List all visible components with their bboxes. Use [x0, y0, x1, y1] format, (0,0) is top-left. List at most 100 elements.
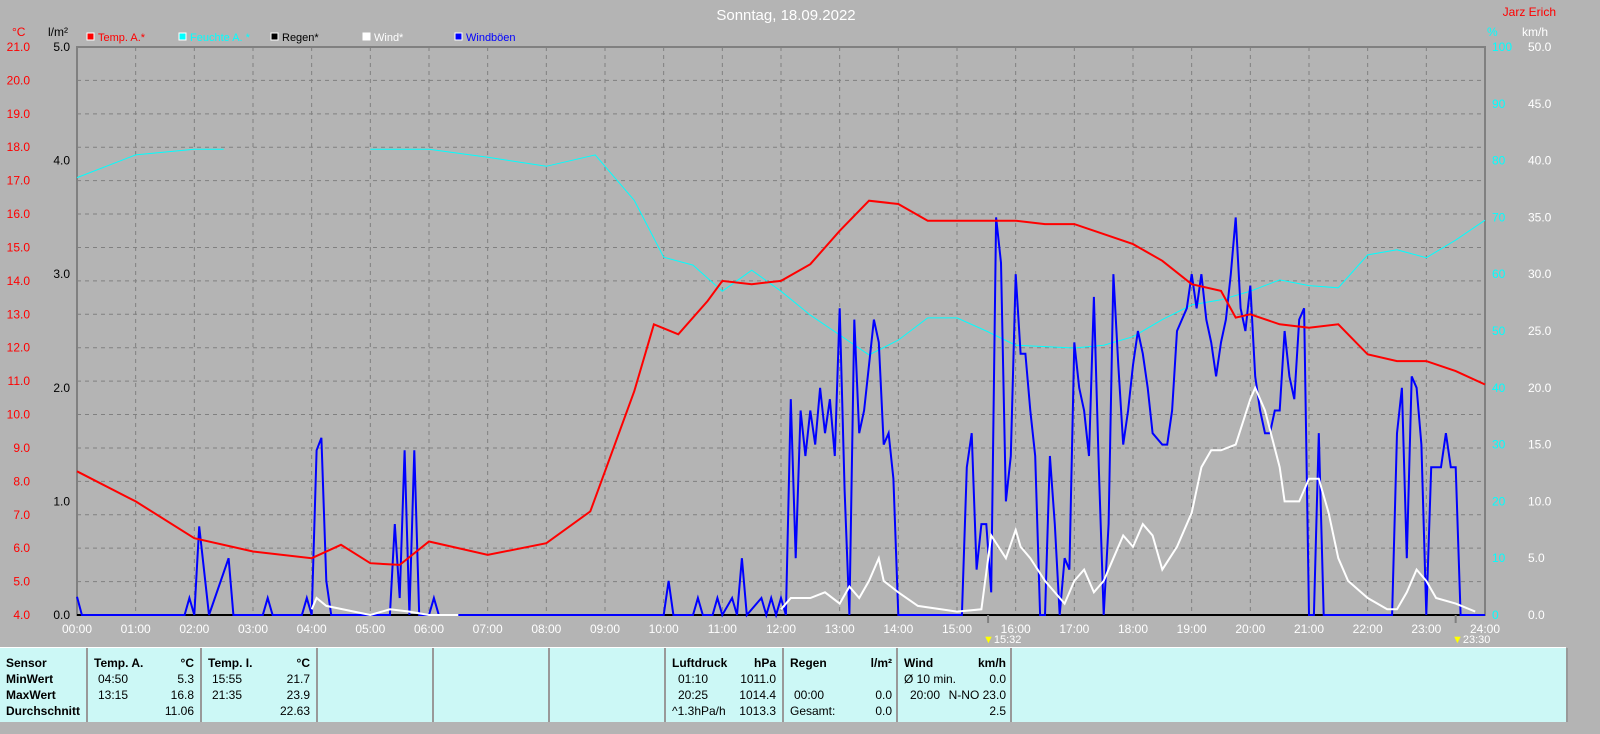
value: 22.63 — [279, 704, 310, 718]
rain-axis-unit: l/m² — [48, 25, 68, 39]
value: 21.7 — [286, 672, 310, 686]
time: 01:10 — [678, 672, 709, 686]
x-tick-label: 15:00 — [942, 622, 972, 636]
legend-label: Temp. A.* — [98, 32, 146, 44]
legend-swatch — [178, 32, 187, 41]
marker-2: ▼23:30 — [1452, 634, 1490, 646]
x-tick-label: 10:00 — [649, 622, 679, 636]
unit: °C — [180, 656, 194, 670]
x-tick-label: 08:00 — [531, 622, 561, 636]
legend-label: Windböen — [466, 32, 516, 44]
wind-tick-label: 25.0 — [1528, 324, 1552, 338]
legend-label: Feuchte A. * — [190, 32, 251, 44]
time: 21:35 — [212, 688, 243, 702]
x-tick-label: 21:00 — [1294, 622, 1324, 636]
x-tick-label: 12:00 — [766, 622, 796, 636]
x-tick-label: 22:00 — [1353, 622, 1383, 636]
x-tick-label: 06:00 — [414, 622, 444, 636]
legend-swatch — [270, 32, 279, 41]
statistics-panel: Sensor MinWert MaxWert Durchschnitt Temp… — [0, 647, 1568, 722]
x-tick-label: 03:00 — [238, 622, 268, 636]
time: 13:15 — [98, 688, 129, 702]
temp-tick-label: 4.0 — [13, 608, 30, 622]
temp-tick-label: 11.0 — [8, 374, 31, 388]
label: Ø 10 min. — [904, 672, 957, 686]
temp-tick-label: 6.0 — [13, 541, 30, 555]
x-tick-label: 00:00 — [62, 622, 92, 636]
temp-tick-label: 20.0 — [7, 73, 31, 87]
title: Temp. I. — [208, 656, 253, 670]
temp-tick-label: 15.0 — [7, 240, 31, 254]
temp-tick-label: 19.0 — [7, 107, 31, 121]
value: 1014.4 — [739, 688, 776, 702]
time: 20:00 — [910, 688, 941, 702]
temp-tick-label: 13.0 — [7, 307, 31, 321]
weather-chart: Sonntag, 18.09.2022 Jarz Erich 00:00 01:00 0… — [7, 5, 1556, 636]
wind-tick-label: 45.0 — [1528, 97, 1552, 111]
wind-tick-label: 5.0 — [1528, 551, 1545, 565]
legend-label: Regen* — [282, 32, 319, 44]
value: 23.9 — [286, 688, 310, 702]
value: 1013.3 — [739, 704, 776, 718]
temp-tick-label: 10.0 — [7, 408, 31, 422]
x-tick-label: 18:00 — [1118, 622, 1148, 636]
legend-swatch — [362, 32, 371, 41]
title: Temp. A. — [94, 656, 144, 670]
wind-tick-label: 0.0 — [1528, 608, 1545, 622]
series-wind — [310, 385, 1476, 617]
value: N-NO 23.0 — [948, 688, 1006, 702]
humidity-tick-label: 40 — [1492, 381, 1506, 395]
author-label: Jarz Erich — [1503, 5, 1556, 19]
legend-swatch — [454, 32, 463, 41]
marker-time: 15:32 — [993, 634, 1022, 646]
wind-tick-label: 50.0 — [1528, 40, 1552, 54]
x-tick-label: 05:00 — [355, 622, 385, 636]
wind-tick-label: 35.0 — [1528, 210, 1552, 224]
title: Wind — [904, 656, 934, 670]
rain-tick-label: 0.0 — [53, 608, 70, 622]
value: 11.06 — [164, 704, 194, 718]
x-tick-label: 09:00 — [590, 622, 620, 636]
humidity-axis-unit: % — [1487, 25, 1498, 39]
rain-tick-label: 4.0 — [53, 154, 70, 168]
label: MaxWert — [6, 688, 56, 702]
value: 0.0 — [989, 672, 1006, 686]
marker-1: ▼15:32 — [983, 634, 1021, 646]
unit: l/m² — [870, 656, 892, 670]
series-tempa — [76, 199, 1486, 566]
series-feuchtea — [76, 148, 1486, 356]
temp-tick-label: 5.0 — [13, 575, 30, 589]
wind-axis-unit: km/h — [1522, 25, 1548, 39]
temp-tick-label: 18.0 — [7, 140, 31, 154]
temp-tick-label: 8.0 — [13, 474, 30, 488]
rain-tick-label: 5.0 — [53, 40, 70, 54]
label: MinWert — [6, 672, 54, 686]
temp-tick-label: 21.0 — [7, 40, 31, 54]
unit: °C — [296, 656, 310, 670]
pressure-column: Luftdruck hPa 01:10 1011.0 20:25 1014.4 ^1.… — [664, 648, 782, 722]
value: 0.0 — [875, 704, 892, 718]
time: 20:25 — [678, 688, 709, 702]
time: 00:00 — [794, 688, 825, 702]
trend: ^1.3hPa/h — [672, 704, 726, 718]
time: 15:55 — [212, 672, 243, 686]
wind-tick-label: 40.0 — [1528, 154, 1552, 168]
x-tick-label: 20:00 — [1235, 622, 1265, 636]
temp-i-column: Temp. I. °C 15:55 21.7 21:35 23.9 22.63 — [200, 648, 316, 722]
x-tick-label: 17:00 — [1059, 622, 1089, 636]
humidity-tick-label: 10 — [1492, 551, 1506, 565]
title: Regen — [790, 656, 827, 670]
x-tick-label: 04:00 — [297, 622, 327, 636]
x-tick-label: 14:00 — [883, 622, 913, 636]
humidity-tick-label: 70 — [1492, 210, 1506, 224]
humidity-tick-label: 30 — [1492, 438, 1506, 452]
wind-column: Wind km/h Ø 10 min. 0.0 20:00 N-NO 23.0 2.5 — [896, 648, 1012, 722]
humidity-tick-label: 80 — [1492, 154, 1506, 168]
unit: hPa — [753, 656, 776, 670]
label: Sensor — [6, 656, 47, 670]
humidity-tick-label: 20 — [1492, 494, 1506, 508]
temp-tick-label: 12.0 — [7, 341, 31, 355]
temp-tick-label: 14.0 — [7, 274, 31, 288]
wind-tick-label: 30.0 — [1528, 267, 1552, 281]
x-tick-label: 19:00 — [1177, 622, 1207, 636]
